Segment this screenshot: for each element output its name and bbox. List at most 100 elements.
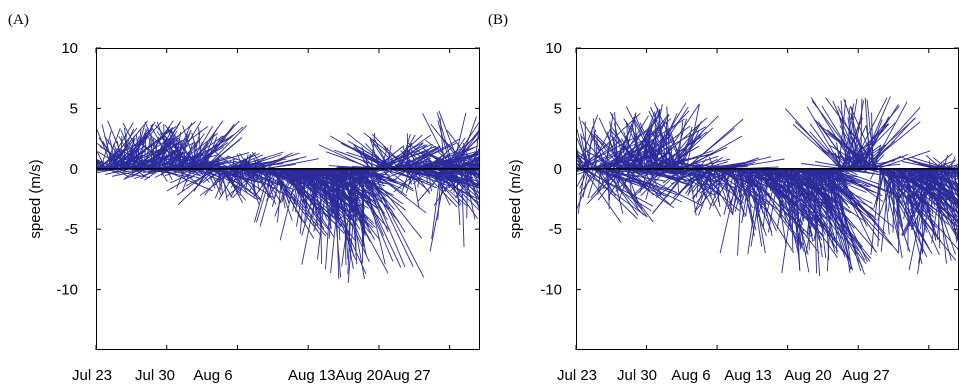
stick-vector <box>606 168 624 182</box>
stick-vector <box>196 168 215 176</box>
stick-vector <box>741 168 761 197</box>
stick-vector <box>274 168 293 217</box>
stick-vector <box>198 127 202 169</box>
stick-vector <box>792 124 843 170</box>
stick-vector <box>785 168 797 193</box>
stick-vector <box>462 146 476 170</box>
stick-vector <box>872 153 909 170</box>
stick-vector <box>642 168 664 177</box>
stick-vector <box>475 154 480 169</box>
stick-vector <box>686 103 700 169</box>
stick-vector <box>404 142 412 169</box>
stick-vector <box>876 150 931 170</box>
stick-vector <box>609 111 644 170</box>
stick-vector <box>762 168 779 177</box>
stick-vector <box>576 168 594 212</box>
stick-vector <box>122 122 148 170</box>
stick-vector <box>920 168 946 178</box>
stick-vector <box>576 143 583 169</box>
stick-vector <box>97 151 126 170</box>
stick-vector <box>441 137 472 170</box>
stick-vector <box>821 105 862 170</box>
stick-vector <box>901 161 939 170</box>
stick-vector <box>837 168 868 227</box>
stick-vector <box>239 168 244 196</box>
y-axis-title: speed (m/s) <box>27 159 44 238</box>
stick-vector <box>231 168 239 184</box>
stick-vector <box>917 168 959 242</box>
stick-vector <box>646 155 685 170</box>
stick-vector <box>744 168 757 185</box>
stick-vector <box>471 168 480 186</box>
stick-vector <box>258 152 293 170</box>
stick-vector <box>204 168 227 196</box>
stick-vector <box>118 136 138 170</box>
stick-vector <box>401 168 455 189</box>
stick-vector <box>267 161 277 170</box>
stick-vector <box>833 168 838 254</box>
stick-vector <box>290 168 335 238</box>
stick-vector <box>653 168 690 213</box>
stick-vector <box>765 168 781 184</box>
stick-vector <box>723 168 733 215</box>
stick-vector <box>156 121 175 169</box>
stick-vector <box>232 168 268 177</box>
stick-vector <box>837 168 852 269</box>
stick-vector <box>185 168 218 187</box>
stick-vector <box>408 168 422 185</box>
stick-vector <box>353 143 398 170</box>
y-tick-label: 5 <box>554 100 562 117</box>
stick-vector <box>144 121 165 169</box>
stick-vector <box>429 168 447 252</box>
stick-vector <box>253 168 270 223</box>
stick-vector <box>835 168 851 273</box>
stick-vector <box>628 168 662 179</box>
y-tick-label: 0 <box>554 161 562 178</box>
stick-vector <box>372 142 424 170</box>
stick-vector <box>950 168 959 194</box>
stick-vector <box>826 168 834 272</box>
stick-vector <box>793 168 826 235</box>
stick-vector <box>903 168 913 220</box>
stick-vector <box>409 152 432 170</box>
stick-vector <box>917 168 940 180</box>
stick-vector <box>466 168 469 219</box>
stick-vector <box>607 168 610 210</box>
stick-vector <box>246 168 260 205</box>
stick-vector <box>700 168 721 177</box>
stick-vector <box>729 161 756 170</box>
x-tick-label: Jul 23 <box>557 367 597 384</box>
stick-vector <box>450 168 475 192</box>
stick-vector <box>255 168 275 196</box>
stick-vector <box>580 112 641 170</box>
stick-vector <box>907 168 959 228</box>
stick-vector <box>873 168 885 208</box>
chart-panel-a: (A) speed (m/s) 10 5 0 -5 -10 Jul 23 Jul 30 Aug 6… <box>8 12 480 384</box>
stick-vector <box>239 153 251 170</box>
stick-vector <box>576 153 601 170</box>
stick-vector <box>805 168 823 205</box>
x-tick-label: Aug 20 <box>784 367 832 384</box>
stick-vector <box>441 168 473 193</box>
stick-vector <box>456 168 461 226</box>
stick-vector <box>706 168 737 182</box>
stick-vector <box>281 168 295 203</box>
stick-vector <box>104 128 121 169</box>
stick-vector <box>741 168 767 237</box>
stick-vector <box>765 168 779 217</box>
stick-vector <box>578 168 600 195</box>
stick-vector <box>875 168 886 206</box>
stick-vector <box>96 166 98 170</box>
stick-vector <box>940 168 951 186</box>
stick-vector <box>597 168 602 195</box>
stick-vector <box>762 168 804 225</box>
stick-vector <box>870 101 908 170</box>
stick-vector <box>848 127 879 170</box>
stick-vector <box>837 110 854 169</box>
stick-vector <box>433 168 447 193</box>
stick-vector <box>393 168 422 193</box>
stick-vector <box>911 156 949 170</box>
stick-vector <box>312 168 319 219</box>
stick-vector <box>745 168 755 237</box>
stick-vector <box>329 168 379 193</box>
